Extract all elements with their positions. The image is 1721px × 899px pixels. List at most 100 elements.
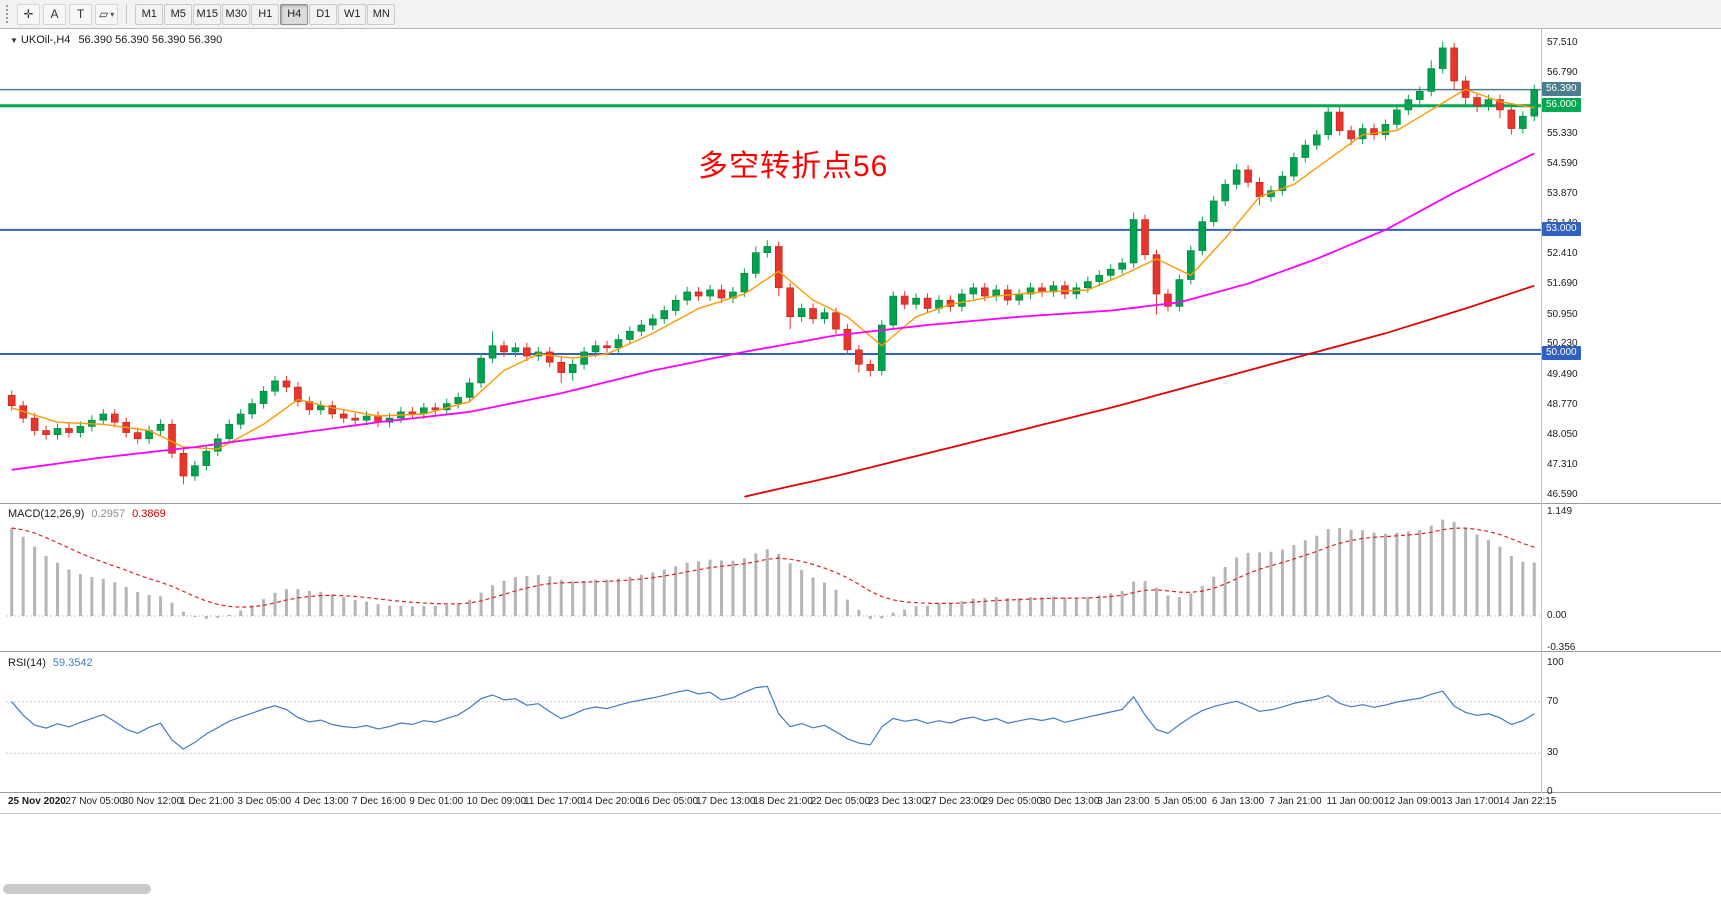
candle-body [1507,109,1516,129]
candle-body [236,413,245,425]
candle-body [362,415,371,421]
candle-body [1312,134,1321,146]
timeframe-toolbar: M1 M5 M15 M30 H1 H4 D1 W1 MN [135,3,396,25]
candle-body [912,297,920,305]
text-box-tool-button[interactable]: T [69,3,92,25]
time-axis-label: 7 Jan 21:00 [1269,796,1322,807]
candle-body [992,289,1001,297]
price-tag-53.000: 53.000 [1542,221,1581,236]
timeframe-button-M5[interactable]: M5 [164,3,193,25]
candle-body [1393,109,1401,125]
time-axis-label: 11 Dec 17:00 [523,796,583,807]
time-axis-label: 17 Dec 13:00 [695,796,756,807]
price-tag-56.000: 56.000 [1542,97,1581,112]
drawing-tools-toolbar: ✛ A T ▱ ▾ [17,3,119,25]
text-label-tool-button[interactable]: A [43,3,66,25]
timeframe-button-H4[interactable]: H4 [280,3,309,25]
price-axis-label: 50.230 [1547,338,1578,350]
candle-body [1255,182,1264,198]
time-axis[interactable]: 25 Nov 2020 27 Nov 05:00 30 Nov 12:00 1 Dec… [0,794,1721,813]
shapes-tool-button[interactable]: ▱ ▾ [95,3,119,25]
candle-body [30,417,39,431]
rsi-line [11,685,1535,750]
candle-body [1198,221,1207,251]
toolbar-grip[interactable] [6,5,11,23]
price-axis[interactable]: 57.51056.79055.33054.59053.87053.14052.4… [1542,0,1721,899]
candle-body [1438,47,1447,69]
time-axis-label: 11 Jan 00:00 [1326,796,1384,807]
timeframe-button-D1[interactable]: D1 [309,3,338,25]
candle-body [156,424,165,431]
time-axis-label: 14 Jan 22:15 [1498,796,1557,807]
symbol-dropdown-icon[interactable]: ▼ [10,36,18,45]
candle-body [958,293,966,307]
candle-body [1129,219,1138,264]
chart-annotation-text[interactable]: 多空转折点56 [698,150,889,183]
candle-body [408,411,417,415]
price-axis-label: 50.950 [1547,308,1578,320]
candle-body [1530,89,1539,117]
timeframe-button-MN[interactable]: MN [367,3,396,25]
time-axis-label: 14 Dec 20:00 [581,796,641,807]
candle-body [1324,111,1333,136]
time-axis-label: 22 Dec 05:00 [810,796,871,807]
time-axis-label: 1 Dec 21:00 [179,796,234,807]
rsi-name: RSI(14) [8,657,46,669]
timeframe-button-M15[interactable]: M15 [193,3,222,25]
time-axis-label: 29 Dec 05:00 [982,796,1043,807]
timeframe-button-W1[interactable]: W1 [338,3,367,25]
timeframe-button-H1[interactable]: H1 [251,3,280,25]
candle-body [832,312,840,330]
candle-body [179,452,188,477]
candle-body [637,324,646,332]
time-axis-label: 3 Dec 05:00 [237,796,292,807]
candle-body [889,295,898,326]
candle-body [328,405,337,415]
candle-body [271,380,279,392]
crosshair-tool-button[interactable]: ✛ [17,3,40,25]
candle-body [1175,279,1184,307]
macd-axis-label: 0.00 [1547,610,1567,621]
rsi-axis-label: 30 [1547,747,1559,759]
candle-body [900,295,909,305]
price-axis-label: 52.410 [1547,248,1578,260]
time-axis-label: 25 Nov 2020 [8,796,66,807]
h-scrollbar-thumb[interactable] [3,884,151,894]
candle-body [809,308,817,320]
price-tag-56.390: 56.390 [1542,81,1581,96]
candle-body [706,289,714,297]
time-axis-label: 18 Dec 21:00 [753,796,813,807]
time-axis-label: 13 Jan 17:00 [1441,796,1500,807]
macd-signal-value: 0.3869 [132,508,166,520]
timeframe-button-M1[interactable]: M1 [135,3,164,25]
macd-axis-label: 1.149 [1547,506,1573,517]
candle-body [42,430,50,435]
candle-body [843,328,852,351]
candle-body [774,246,783,289]
candle-body [1232,169,1241,185]
candle-body [694,291,703,297]
candle-body [259,390,268,404]
macd-main-value: 0.2957 [91,508,126,520]
timeframe-button-M30[interactable]: M30 [222,3,251,25]
time-axis-label: 27 Dec 23:00 [925,796,985,807]
toolbar-separator [126,4,128,24]
candle-body [877,324,886,371]
candle-body [465,382,474,398]
candle-body [1335,111,1344,131]
time-axis-label: 16 Dec 05:00 [638,796,699,807]
candle-body [1209,200,1218,222]
candle-body [202,450,211,466]
candle-body [294,386,302,402]
candle-body [454,397,462,404]
rsi-axis-label: 70 [1547,695,1559,707]
candle-body [1427,68,1436,92]
chevron-down-icon: ▾ [110,9,115,19]
symbol-label: ▼ UKOil-,H4 56.390 56.390 56.390 56.390 [10,34,222,46]
candle-body [1404,99,1413,111]
time-axis-label: 7 Dec 16:00 [351,796,406,807]
candle-body [1484,99,1493,107]
price-axis-label: 48.770 [1547,398,1578,410]
